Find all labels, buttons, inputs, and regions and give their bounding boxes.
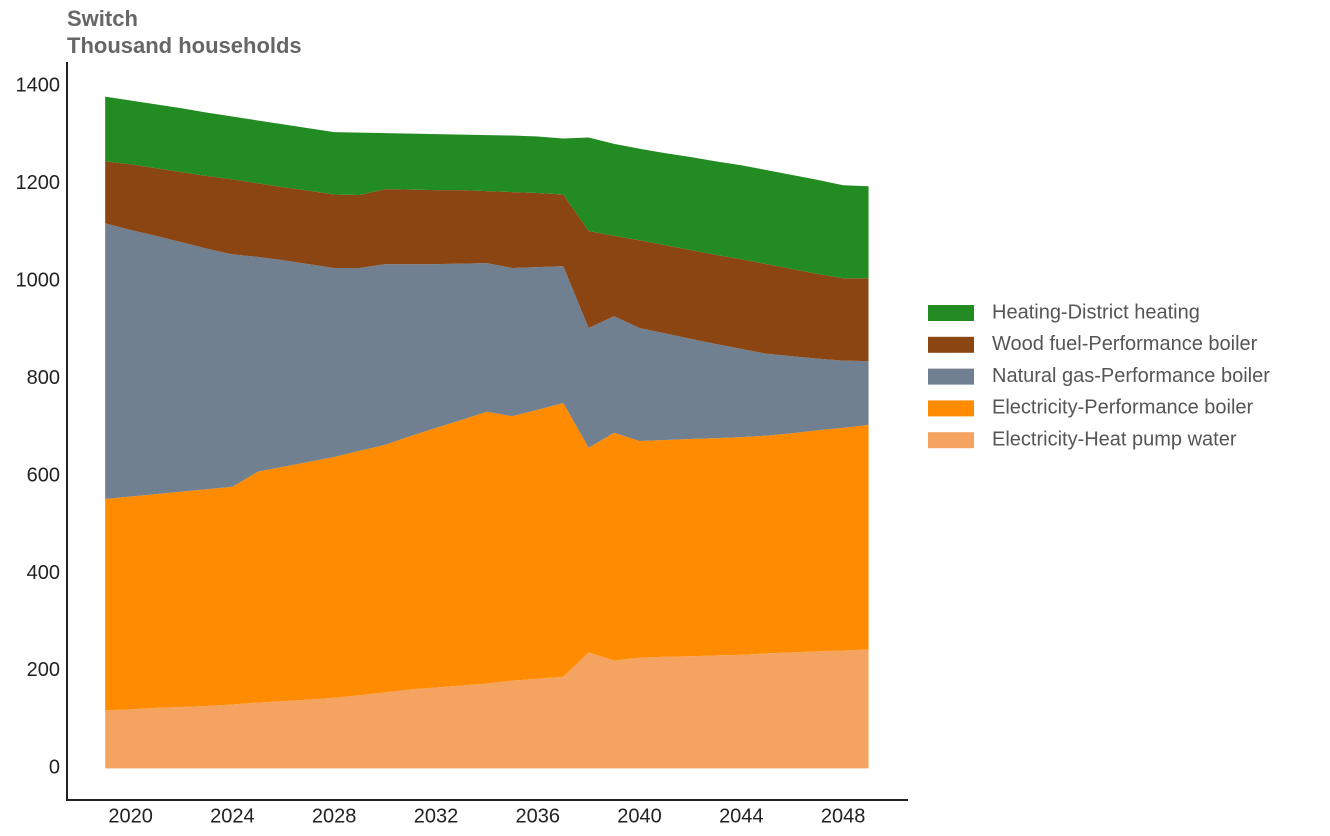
legend-label: Electricity-Performance boiler — [992, 397, 1254, 419]
y-tick-label: 400 — [27, 562, 60, 584]
x-tick-label: 2020 — [108, 805, 153, 827]
y-tick-label: 200 — [27, 659, 60, 681]
area — [105, 402, 869, 711]
legend-label: Electricity-Heat pump water — [992, 428, 1237, 450]
x-tick-label: 2032 — [414, 805, 459, 827]
legend-swatch — [928, 432, 974, 449]
legend-swatch — [928, 400, 974, 417]
y-tick-label: 1400 — [16, 75, 61, 97]
y-tick-label: 0 — [49, 757, 60, 779]
area — [105, 649, 869, 769]
y-tick-label: 800 — [27, 367, 60, 389]
area — [105, 161, 869, 362]
legend-swatch — [928, 368, 974, 385]
y-tick-label: 600 — [27, 464, 60, 486]
x-tick-label: 2036 — [516, 805, 561, 827]
x-tick-label: 2028 — [312, 805, 357, 827]
legend-label: Wood fuel-Performance boiler — [992, 333, 1258, 355]
y-tick-label: 1000 — [16, 269, 61, 291]
area — [105, 96, 869, 279]
x-tick-label: 2024 — [210, 805, 255, 827]
y-tick-label: 1200 — [16, 172, 61, 194]
x-tick-label: 2044 — [719, 805, 764, 827]
legend-swatch — [928, 336, 974, 353]
x-tick-label: 2048 — [821, 805, 866, 827]
x-tick-label: 2040 — [617, 805, 662, 827]
legend-swatch — [928, 305, 974, 321]
area — [105, 223, 869, 499]
chart-title: Switch — [67, 6, 138, 31]
legend-label: Heating-District heating — [992, 301, 1200, 323]
chart-subtitle: Thousand households — [67, 33, 302, 58]
legend-label: Natural gas-Performance boiler — [992, 365, 1270, 387]
